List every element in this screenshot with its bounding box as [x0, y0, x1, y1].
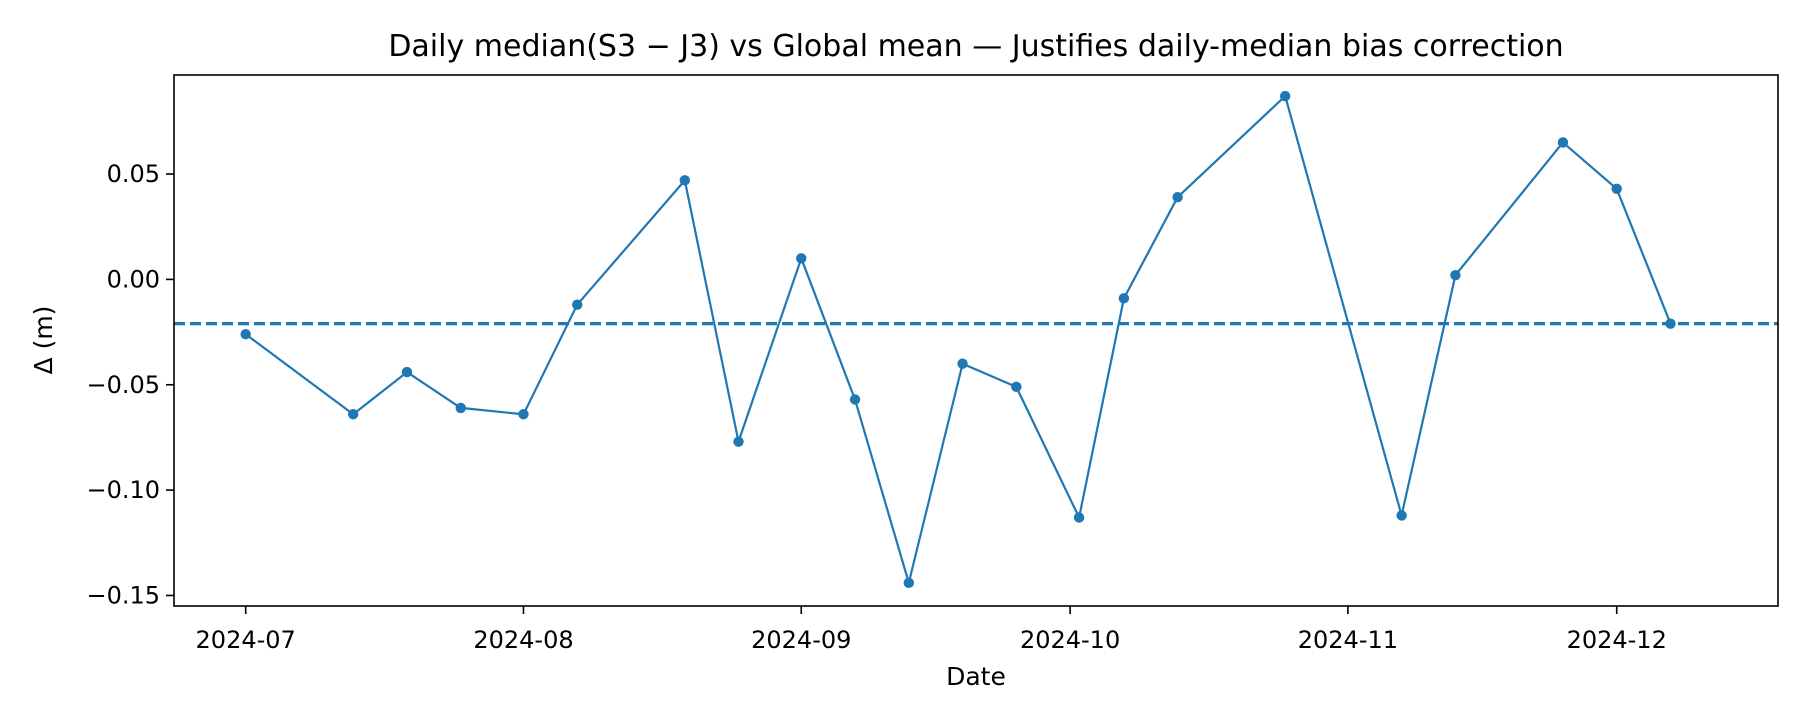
x-tick-label: 2024-12 [1567, 626, 1667, 654]
series-line [245, 94, 1672, 584]
y-tick-label: −0.15 [86, 581, 160, 609]
data-point [1073, 512, 1085, 523]
data-point [1557, 137, 1569, 148]
data-point [348, 409, 359, 420]
axes: 2024-07 2024-08 2024-09 2024-10 2024-11 2024-… [86, 160, 1666, 654]
data-point [1450, 269, 1461, 281]
data-point [733, 436, 744, 447]
data-point [240, 328, 251, 340]
data-point [1118, 293, 1130, 304]
data-point [1172, 192, 1183, 203]
data-point [518, 409, 529, 420]
data-point [572, 299, 583, 310]
data-point [455, 402, 466, 414]
data-point [401, 366, 413, 378]
data-point [1396, 510, 1407, 521]
chart-title: Daily median(S3 − J3) vs Global mean — J… [388, 29, 1563, 64]
x-tick-label: 2024-07 [196, 626, 296, 654]
plot-frame [173, 74, 1779, 607]
data-point [1611, 183, 1622, 194]
x-axis-label: Date [946, 662, 1006, 691]
y-tick-label: −0.10 [86, 476, 160, 504]
data-point [679, 175, 690, 186]
y-tick-label: 0.00 [107, 265, 160, 293]
x-tick-label: 2024-11 [1298, 626, 1398, 654]
data-point [1279, 90, 1291, 102]
y-tick-label: 0.05 [107, 160, 160, 188]
data-point [1665, 318, 1676, 329]
data-point [1011, 381, 1022, 393]
data-point [957, 358, 968, 369]
x-tick-label: 2024-10 [1020, 626, 1120, 654]
plot-area [174, 90, 1778, 589]
x-tick-label: 2024-09 [751, 626, 851, 654]
x-tick-label: 2024-08 [473, 626, 573, 654]
data-point [849, 394, 861, 405]
y-axis-label: Δ (m) [29, 306, 58, 375]
data-point [903, 577, 914, 589]
data-point [796, 253, 807, 264]
y-tick-label: −0.05 [86, 371, 160, 399]
